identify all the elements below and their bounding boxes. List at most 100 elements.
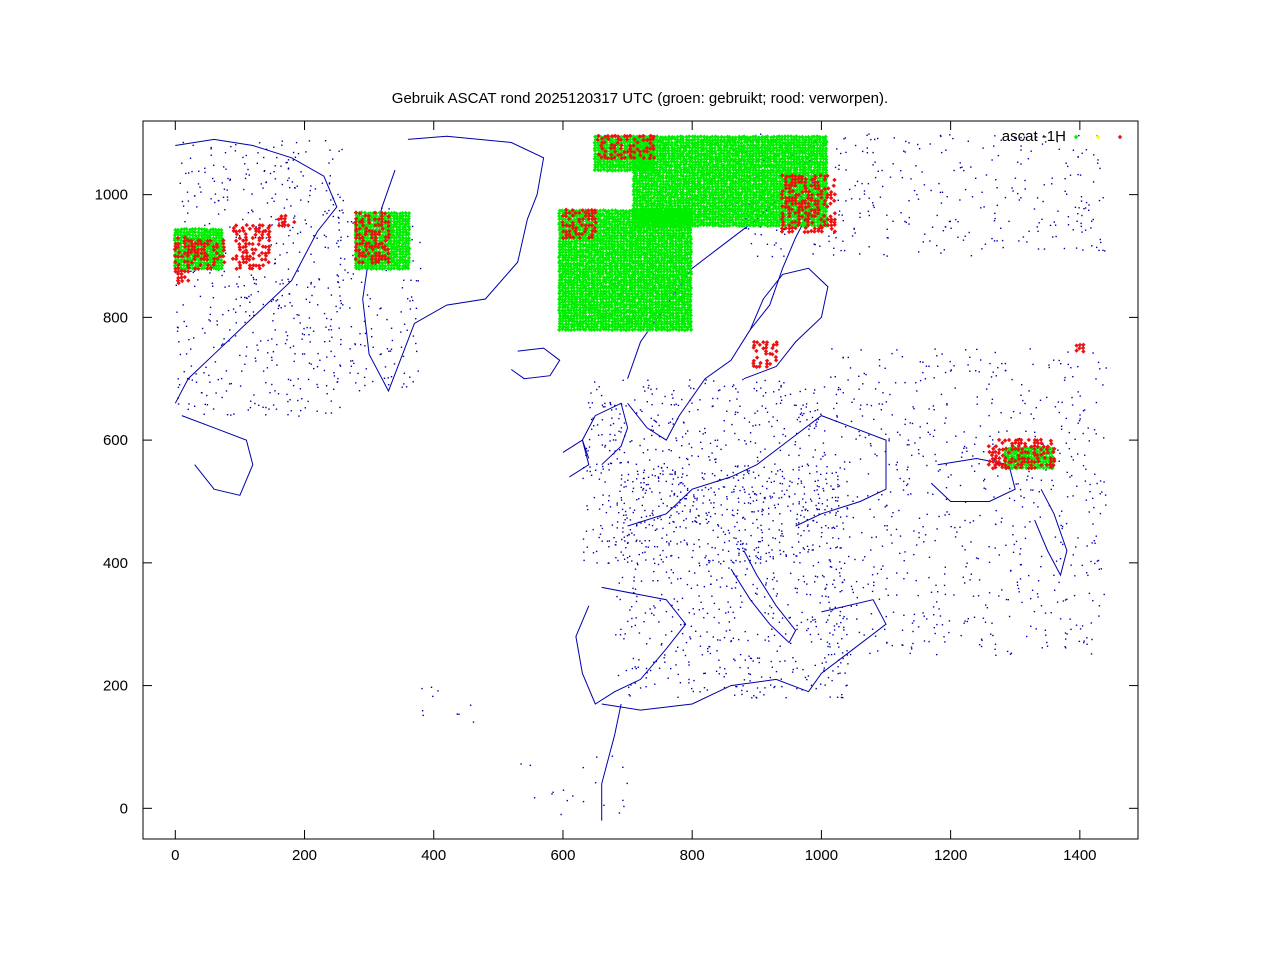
data-point <box>560 266 565 272</box>
data-point <box>607 294 612 299</box>
data-point <box>618 258 624 263</box>
data-point <box>615 252 621 257</box>
data-point <box>650 322 655 327</box>
data-point <box>560 208 565 213</box>
data-point <box>601 308 606 313</box>
data-point <box>624 291 629 297</box>
data-point <box>603 289 609 294</box>
data-point <box>648 291 653 296</box>
data-point <box>604 210 609 216</box>
data-point <box>657 318 662 324</box>
data-point <box>659 325 664 330</box>
data-point <box>615 319 620 324</box>
data-point <box>587 291 592 296</box>
data-point <box>653 255 658 260</box>
data-point <box>624 302 629 308</box>
data-point <box>632 280 638 285</box>
data-point <box>594 252 600 257</box>
data-point <box>196 263 201 268</box>
data-point <box>662 316 667 321</box>
data-point <box>604 250 609 255</box>
data-point <box>357 238 362 243</box>
data-point <box>638 227 643 233</box>
data-point <box>624 247 629 253</box>
data-point <box>389 211 394 216</box>
data-point <box>572 294 577 299</box>
data-point <box>629 277 634 282</box>
data-point <box>610 272 615 277</box>
data-point <box>677 260 682 266</box>
data-point <box>595 211 600 216</box>
data-point <box>676 208 681 214</box>
data-point <box>653 322 658 327</box>
coastline-detail <box>175 140 344 417</box>
data-point <box>586 318 591 324</box>
data-point <box>653 280 658 285</box>
data-point <box>190 227 195 232</box>
data-point <box>615 247 620 252</box>
data-point <box>621 236 626 241</box>
data-point <box>630 269 635 275</box>
data-point <box>674 241 679 247</box>
data-point <box>657 274 662 280</box>
data-point <box>572 224 577 230</box>
data-point <box>607 278 612 283</box>
data-point <box>644 305 650 311</box>
data-point <box>613 277 618 282</box>
data-point <box>629 308 635 314</box>
data-point <box>575 316 580 321</box>
data-point <box>610 315 615 321</box>
data-point <box>606 239 612 244</box>
data-point <box>615 228 621 233</box>
data-point <box>648 241 653 246</box>
data-point <box>405 263 411 268</box>
data-point <box>563 289 568 294</box>
data-point <box>569 302 574 307</box>
data-point <box>606 305 612 310</box>
data-point <box>621 213 626 219</box>
data-point <box>620 285 626 290</box>
data-point <box>574 299 579 304</box>
data-point <box>671 319 676 324</box>
data-point <box>618 208 623 214</box>
data-point <box>578 286 583 291</box>
data-point <box>604 233 609 238</box>
data-point <box>638 264 644 269</box>
data-point <box>597 217 603 222</box>
data-point <box>356 263 362 268</box>
data-point <box>722 135 727 140</box>
data-point <box>625 319 630 324</box>
data-point <box>558 313 563 319</box>
data-point <box>566 264 571 269</box>
data-point <box>568 264 573 269</box>
data-point <box>667 294 673 299</box>
data-point <box>673 294 678 299</box>
data-point <box>561 255 566 260</box>
data-point <box>216 230 221 236</box>
data-point <box>557 216 562 222</box>
data-point <box>578 255 583 260</box>
data-point <box>568 261 573 267</box>
data-point <box>595 228 600 233</box>
data-point <box>682 296 687 302</box>
data-point <box>577 208 583 213</box>
data-point <box>609 250 614 256</box>
data-point <box>589 219 595 225</box>
data-point <box>650 319 655 324</box>
data-point <box>627 258 633 263</box>
data-point <box>179 227 184 232</box>
data-point <box>609 239 614 244</box>
data-point <box>613 324 618 329</box>
data-point <box>621 252 626 257</box>
data-point <box>569 294 575 299</box>
data-point <box>560 216 565 222</box>
data-point <box>682 280 687 285</box>
data-point <box>216 266 221 271</box>
data-point <box>601 322 606 327</box>
data-point <box>629 280 635 286</box>
data-point <box>677 294 682 300</box>
data-point <box>575 282 580 288</box>
data-point <box>647 269 652 275</box>
data-point <box>403 266 408 271</box>
